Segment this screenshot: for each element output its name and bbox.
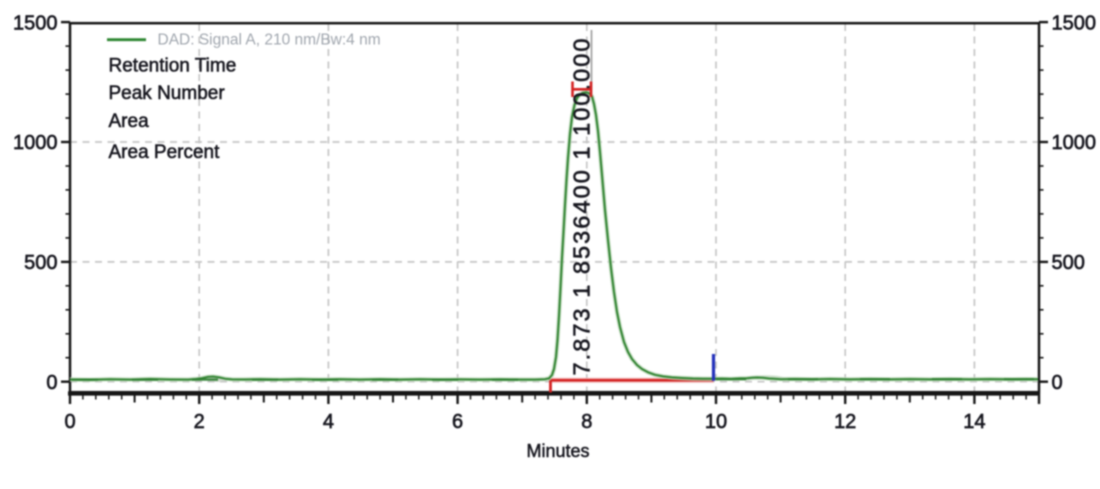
svg-text:Peak Number: Peak Number [109, 83, 226, 104]
svg-text:500: 500 [1052, 252, 1085, 274]
svg-text:Minutes: Minutes [526, 441, 589, 461]
svg-text:1500: 1500 [1052, 12, 1097, 34]
svg-text:Retention Time: Retention Time [109, 56, 237, 77]
svg-text:0: 0 [46, 372, 57, 394]
svg-text:4: 4 [323, 411, 334, 433]
svg-text:Area: Area [109, 111, 150, 132]
svg-text:10: 10 [705, 411, 727, 433]
svg-text:0: 0 [1052, 372, 1063, 394]
svg-text:12: 12 [834, 411, 856, 433]
svg-text:2: 2 [194, 411, 205, 433]
svg-text:0: 0 [64, 411, 75, 433]
svg-text:1500: 1500 [13, 12, 58, 34]
svg-text:Area Percent: Area Percent [109, 142, 221, 163]
svg-text:8: 8 [581, 411, 592, 433]
svg-text:1000: 1000 [13, 132, 58, 154]
svg-text:14: 14 [963, 411, 985, 433]
svg-text:DAD: Signal A, 210 nm/Bw:4 nm: DAD: Signal A, 210 nm/Bw:4 nm [158, 32, 381, 49]
svg-text:500: 500 [24, 252, 57, 274]
svg-text:1000: 1000 [1052, 132, 1097, 154]
svg-text:6: 6 [452, 411, 463, 433]
